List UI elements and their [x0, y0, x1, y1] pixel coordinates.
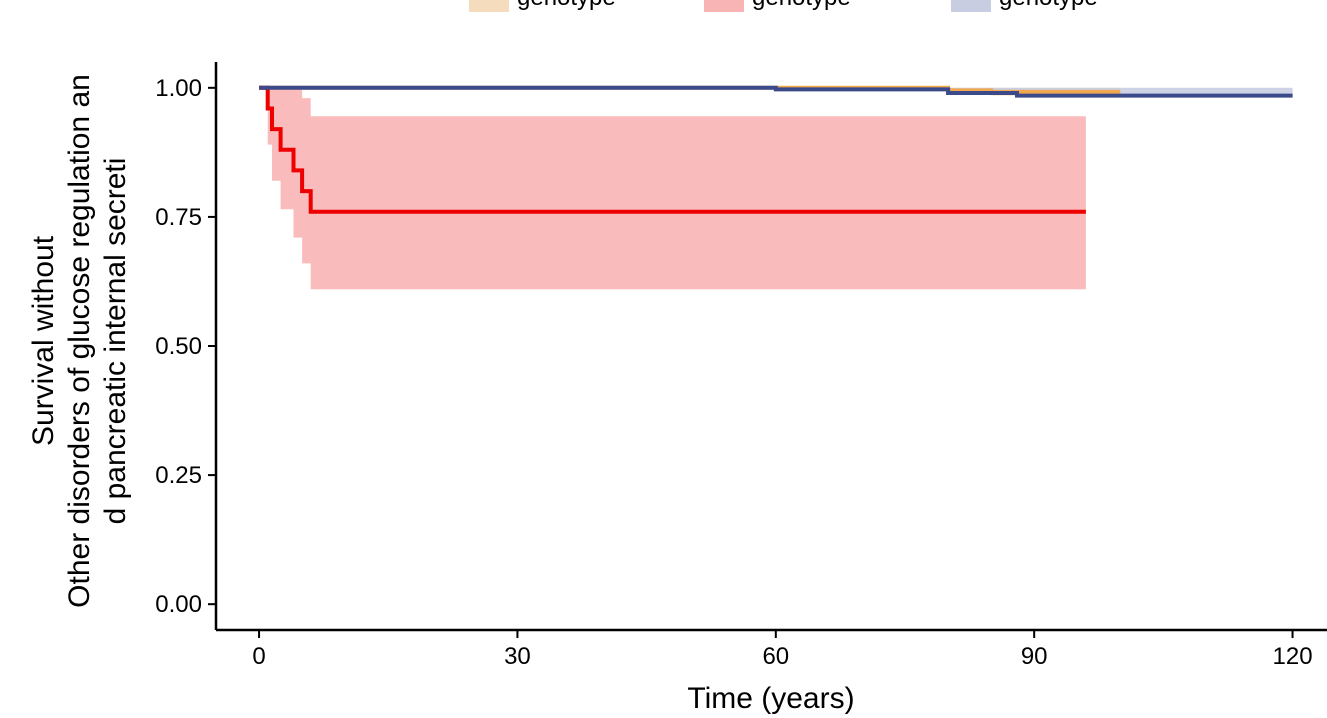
survival-line-2	[259, 85, 1086, 214]
legend: genotype genotype genotype	[469, 0, 1098, 12]
ci-band-2	[259, 87, 1086, 290]
x-tick-label: 90	[1021, 643, 1048, 670]
survival-curves	[259, 85, 1293, 214]
legend-key-3	[951, 0, 991, 12]
confidence-bands	[259, 87, 1293, 290]
legend-key-2	[704, 0, 744, 12]
x-axis-title: Time (years)	[687, 682, 854, 715]
x-tick-label: 60	[762, 643, 789, 670]
y-tick-label: 1.00	[155, 75, 202, 102]
legend-label-1: genotype	[517, 0, 616, 11]
x-tick-label: 120	[1273, 643, 1313, 670]
legend-key-1	[469, 0, 509, 12]
x-tick-label: 30	[504, 643, 531, 670]
y-axis-title: Survival without Other disorders of gluco…	[27, 74, 132, 608]
y-tick-label: 0.50	[155, 333, 202, 360]
y-tick-label: 0.75	[155, 204, 202, 231]
survival-line-3	[259, 85, 1293, 98]
y-axis-title-line: d pancreatic internal secreti	[99, 158, 132, 525]
y-tick-label: 0.00	[155, 591, 202, 618]
legend-label-3: genotype	[999, 0, 1098, 11]
x-tick-label: 0	[252, 643, 265, 670]
y-axis-title-line: Other disorders of glucose regulation an	[63, 74, 96, 608]
y-axis-title-line: Survival without	[27, 235, 60, 446]
y-tick-label: 0.25	[155, 462, 202, 489]
axes: 0.00 0.25 0.50 0.75 1.00 0 30 60 90 120	[155, 62, 1327, 670]
legend-label-2: genotype	[752, 0, 851, 11]
